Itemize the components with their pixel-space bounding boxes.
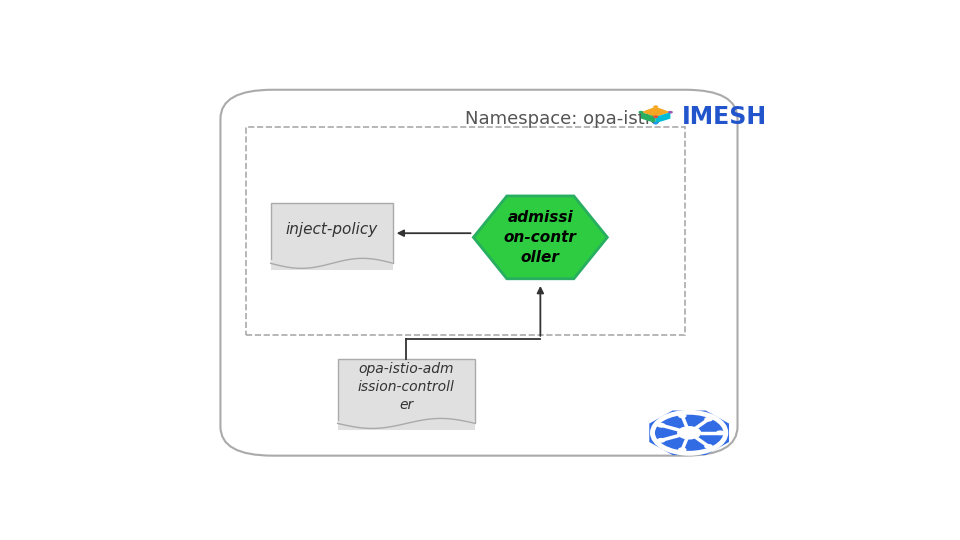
Circle shape — [653, 122, 659, 125]
FancyBboxPatch shape — [221, 90, 737, 456]
Circle shape — [678, 414, 686, 418]
Circle shape — [677, 426, 701, 440]
Polygon shape — [656, 112, 670, 123]
Text: admissi
on-contr
oller: admissi on-contr oller — [504, 210, 577, 265]
Circle shape — [705, 417, 713, 422]
Polygon shape — [641, 112, 656, 123]
Circle shape — [705, 444, 713, 449]
FancyBboxPatch shape — [338, 359, 475, 423]
Circle shape — [638, 111, 643, 113]
FancyBboxPatch shape — [271, 260, 394, 269]
Circle shape — [678, 447, 686, 452]
Circle shape — [716, 430, 725, 435]
Circle shape — [653, 116, 659, 118]
Text: opa-istio-adm
ission-controll
er: opa-istio-adm ission-controll er — [358, 362, 455, 412]
Polygon shape — [649, 410, 729, 455]
Circle shape — [653, 105, 659, 108]
FancyBboxPatch shape — [271, 203, 394, 264]
Polygon shape — [641, 107, 670, 117]
Polygon shape — [473, 196, 608, 279]
Text: IMESH: IMESH — [682, 105, 767, 129]
Text: inject-policy: inject-policy — [286, 221, 378, 237]
Circle shape — [657, 438, 665, 443]
Circle shape — [657, 423, 665, 428]
Text: Namespace: opa-istio: Namespace: opa-istio — [465, 110, 660, 128]
Circle shape — [668, 111, 673, 113]
FancyBboxPatch shape — [338, 421, 475, 430]
